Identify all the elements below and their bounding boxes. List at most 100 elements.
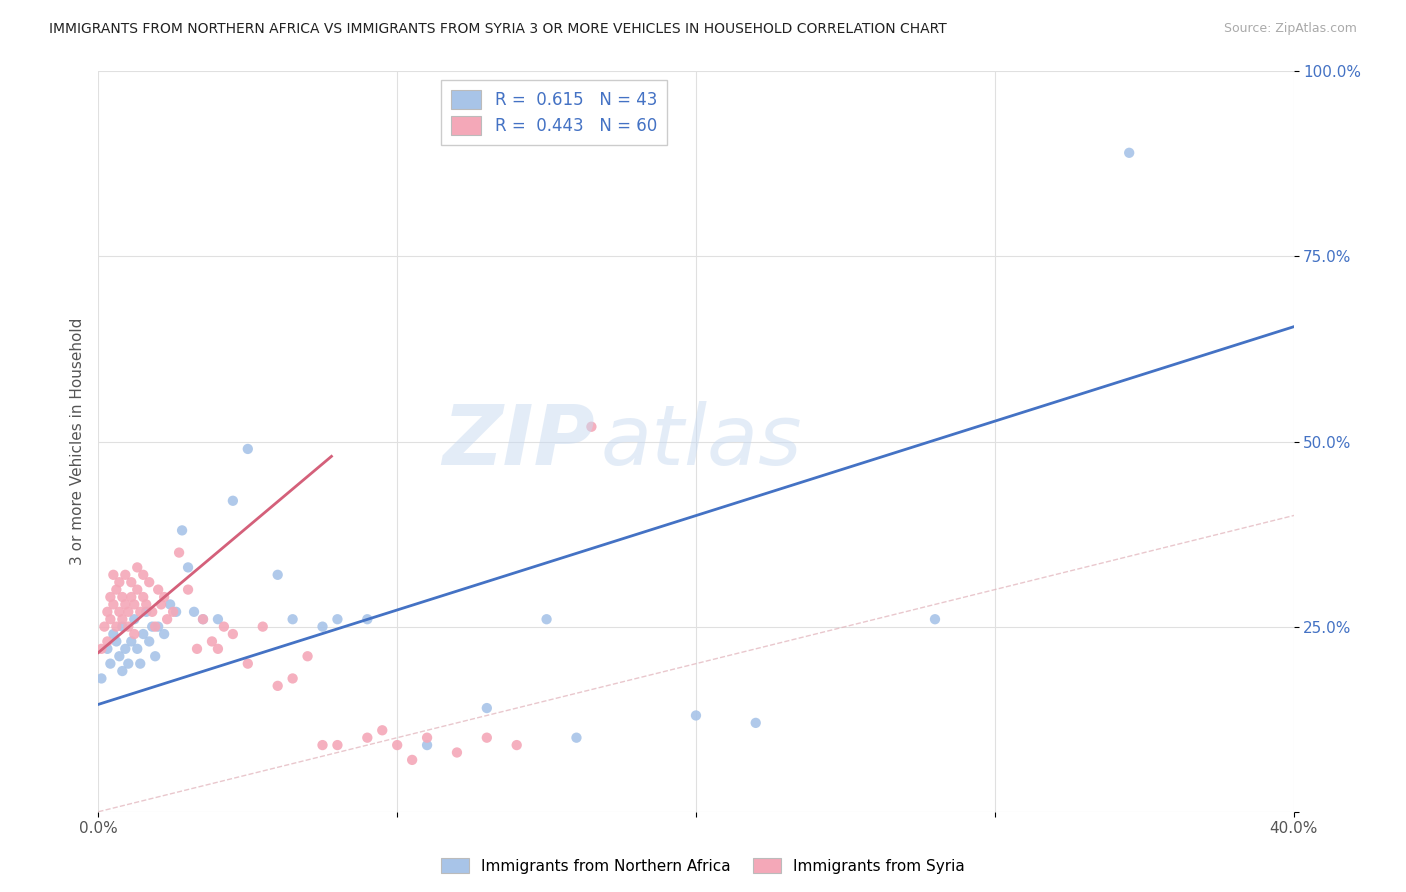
Point: [120, 575, 142, 590]
Point: [141, 605, 163, 619]
Point: [153, 627, 176, 641]
Legend: R =  0.615   N = 43, R =  0.443   N = 60: R = 0.615 N = 43, R = 0.443 N = 60: [441, 79, 666, 145]
Point: [236, 442, 259, 456]
Point: [143, 649, 166, 664]
Point: [371, 723, 394, 738]
Point: [326, 738, 349, 752]
Point: [416, 738, 439, 752]
Point: [167, 546, 190, 560]
Point: [114, 567, 136, 582]
Point: [685, 708, 707, 723]
Point: [297, 649, 319, 664]
Point: [127, 560, 149, 574]
Point: [127, 582, 149, 597]
Point: [326, 612, 349, 626]
Point: [475, 701, 498, 715]
Point: [108, 605, 131, 619]
Point: [222, 493, 245, 508]
Point: [93, 619, 115, 633]
Point: [117, 657, 139, 671]
Point: [98, 657, 122, 671]
Text: IMMIGRANTS FROM NORTHERN AFRICA VS IMMIGRANTS FROM SYRIA 3 OR MORE VEHICLES IN H: IMMIGRANTS FROM NORTHERN AFRICA VS IMMIG…: [49, 22, 948, 37]
Point: [207, 612, 229, 626]
Text: ZIP: ZIP: [441, 401, 595, 482]
Point: [536, 612, 558, 626]
Point: [143, 619, 166, 633]
Point: [117, 619, 139, 633]
Point: [191, 612, 214, 626]
Point: [281, 612, 304, 626]
Point: [96, 605, 118, 619]
Point: [138, 634, 160, 648]
Point: [124, 627, 146, 641]
Point: [506, 738, 529, 752]
Point: [103, 567, 125, 582]
Point: [111, 619, 134, 633]
Point: [98, 590, 122, 604]
Point: [111, 590, 134, 604]
Point: [132, 590, 155, 604]
Point: [401, 753, 423, 767]
Point: [124, 598, 146, 612]
Point: [267, 679, 290, 693]
Point: [156, 612, 179, 626]
Point: [90, 641, 112, 656]
Point: [186, 641, 208, 656]
Point: [108, 575, 131, 590]
Point: [183, 605, 205, 619]
Point: [236, 657, 259, 671]
Point: [311, 619, 333, 633]
Point: [565, 731, 588, 745]
Point: [191, 612, 214, 626]
Point: [105, 634, 128, 648]
Legend: Immigrants from Northern Africa, Immigrants from Syria: Immigrants from Northern Africa, Immigra…: [434, 852, 972, 880]
Point: [281, 672, 304, 686]
Point: [172, 524, 194, 538]
Point: [385, 738, 409, 752]
Point: [745, 715, 768, 730]
Text: atlas: atlas: [600, 401, 801, 482]
Point: [581, 419, 603, 434]
Point: [111, 612, 134, 626]
Point: [117, 605, 139, 619]
Point: [103, 627, 125, 641]
Point: [108, 649, 131, 664]
Point: [105, 619, 128, 633]
Point: [124, 612, 146, 626]
Point: [150, 598, 173, 612]
Point: [311, 738, 333, 752]
Point: [252, 619, 274, 633]
Point: [132, 567, 155, 582]
Point: [96, 641, 118, 656]
Point: [1118, 145, 1140, 160]
Point: [129, 657, 152, 671]
Point: [446, 746, 468, 760]
Point: [90, 672, 112, 686]
Y-axis label: 3 or more Vehicles in Household: 3 or more Vehicles in Household: [69, 318, 84, 566]
Point: [120, 634, 142, 648]
Point: [135, 598, 157, 612]
Point: [153, 590, 176, 604]
Point: [356, 731, 378, 745]
Point: [924, 612, 946, 626]
Point: [177, 560, 200, 574]
Point: [159, 598, 181, 612]
Point: [129, 605, 152, 619]
Point: [141, 619, 163, 633]
Point: [356, 612, 378, 626]
Point: [165, 605, 187, 619]
Point: [120, 590, 142, 604]
Point: [416, 731, 439, 745]
Point: [98, 612, 122, 626]
Point: [267, 567, 290, 582]
Point: [127, 641, 149, 656]
Text: Source: ZipAtlas.com: Source: ZipAtlas.com: [1223, 22, 1357, 36]
Point: [103, 598, 125, 612]
Point: [105, 582, 128, 597]
Point: [222, 627, 245, 641]
Point: [135, 605, 157, 619]
Point: [148, 619, 170, 633]
Point: [201, 634, 224, 648]
Point: [475, 731, 498, 745]
Point: [132, 627, 155, 641]
